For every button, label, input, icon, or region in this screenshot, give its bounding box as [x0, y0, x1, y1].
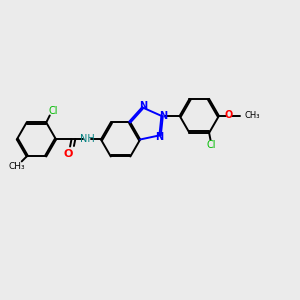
Text: Cl: Cl [206, 140, 216, 151]
Text: N: N [155, 132, 164, 142]
Text: O: O [64, 148, 74, 158]
Text: CH₃: CH₃ [244, 111, 260, 120]
Text: Cl: Cl [49, 106, 58, 116]
Text: CH₃: CH₃ [8, 162, 25, 171]
Text: N: N [160, 111, 168, 121]
Text: N: N [140, 101, 148, 112]
Text: O: O [225, 110, 233, 120]
Text: NH: NH [80, 134, 94, 145]
